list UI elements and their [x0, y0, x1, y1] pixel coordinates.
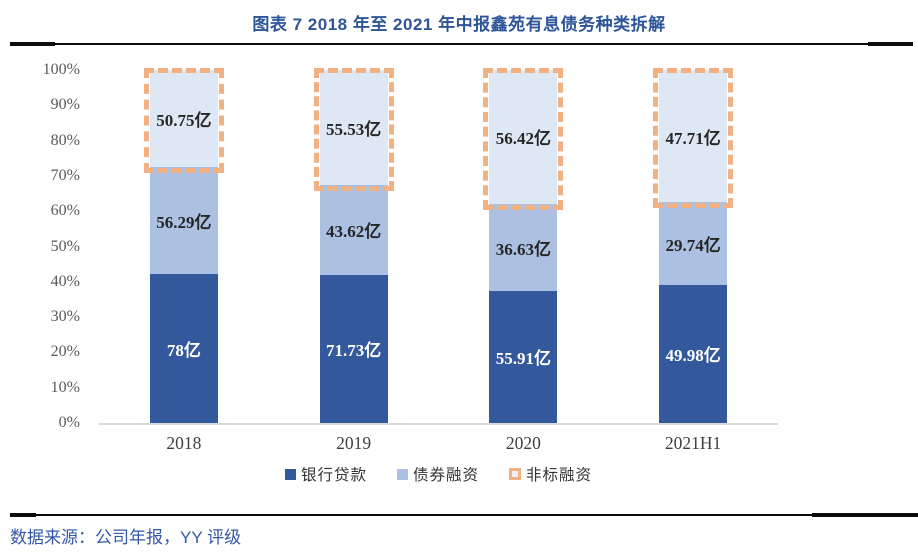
x-axis-line — [99, 423, 778, 425]
bar-segment-nonstd: 50.75亿 — [143, 68, 224, 173]
bar-segment-value-label: 56.29亿 — [156, 213, 212, 233]
legend: 银行贷款 债券融资 非标融资 — [99, 463, 778, 485]
bar-segment-value-label: 36.63亿 — [495, 239, 551, 259]
bar-segment-value-label: 55.53亿 — [326, 119, 382, 139]
bar-segment-bond: 56.29亿 — [149, 166, 218, 275]
bar-segment-value-label: 56.42亿 — [495, 129, 551, 149]
legend-item-bank: 银行贷款 — [284, 463, 367, 485]
bar-column-2019: 71.73亿 43.62亿 55.53亿 — [269, 68, 439, 423]
top-rule — [10, 42, 913, 46]
legend-item-bond: 债券融资 — [396, 463, 479, 485]
bar-column-2020: 55.91亿 36.63亿 56.42亿 — [439, 68, 609, 423]
y-tick-label: 0% — [58, 414, 80, 431]
bar-segment-value-label: 29.74亿 — [665, 235, 721, 255]
y-tick-label: 90% — [50, 96, 80, 114]
stacked-bar: 71.73亿 43.62亿 55.53亿 — [313, 68, 394, 423]
bar-segment-nonstd: 47.71亿 — [653, 68, 734, 209]
chart-title: 图表 7 2018 年至 2021 年中报鑫苑有息债务种类拆解 — [252, 15, 666, 34]
bar-segment-bank: 78亿 — [149, 274, 218, 423]
y-tick-label: 30% — [50, 308, 80, 326]
bar-segment-bank: 49.98亿 — [659, 284, 728, 423]
bar-segment-value-label: 47.71亿 — [665, 128, 721, 148]
data-source-note: 数据来源：公司年报，YY 评级 — [10, 528, 242, 547]
bar-segment-value-label: 43.62亿 — [326, 222, 382, 242]
y-tick-label: 50% — [50, 237, 80, 255]
bar-segment-value-label: 50.75亿 — [156, 110, 212, 130]
y-tick-label: 10% — [50, 378, 80, 396]
legend-label-nonstd: 非标融资 — [526, 467, 593, 484]
bar-column-2021H1: 49.98亿 29.74亿 47.71亿 — [608, 68, 778, 423]
legend-item-nonstd: 非标融资 — [509, 463, 592, 485]
bar-segment-value-label: 71.73亿 — [326, 341, 382, 361]
x-axis-label-2020: 2020 — [505, 433, 541, 453]
y-tick-label: 70% — [50, 166, 80, 184]
bar-segment-value-label: 55.91亿 — [495, 349, 551, 369]
bar-segment-bond: 36.63亿 — [489, 203, 558, 291]
bar-segment-bank: 71.73亿 — [319, 274, 388, 423]
y-tick-label: 100% — [42, 61, 80, 78]
bar-segment-bond: 43.62亿 — [319, 184, 388, 275]
y-tick-label: 60% — [50, 202, 80, 220]
stacked-bar: 49.98亿 29.74亿 47.71亿 — [653, 68, 734, 423]
y-tick-label: 40% — [50, 272, 80, 290]
stacked-bar: 55.91亿 36.63亿 56.42亿 — [483, 68, 564, 423]
legend-label-bond: 债券融资 — [412, 467, 479, 484]
y-tick-label: 20% — [50, 343, 80, 361]
legend-label-bank: 银行贷款 — [300, 467, 367, 484]
plot-area: 78亿 56.29亿 50.75亿 71.73亿 43.62亿 55.53亿 55.91亿 3… — [99, 68, 778, 425]
bar-segment-nonstd: 55.53亿 — [313, 68, 394, 191]
x-axis-label-2021H1: 2021H1 — [664, 433, 722, 453]
bar-segment-value-label: 78亿 — [166, 341, 201, 361]
bar-segment-nonstd: 56.42亿 — [483, 68, 564, 210]
bar-segment-value-label: 49.98亿 — [665, 346, 721, 366]
bar-column-2018: 78亿 56.29亿 50.75亿 — [99, 68, 269, 423]
bank-loan-swatch-icon — [284, 468, 296, 480]
y-tick-label: 80% — [50, 131, 80, 149]
stacked-bar: 78亿 56.29亿 50.75亿 — [143, 68, 224, 423]
bar-segment-bond: 29.74亿 — [659, 202, 728, 285]
x-axis-label-2018: 2018 — [166, 433, 202, 453]
nonstandard-financing-swatch-icon — [509, 468, 521, 480]
bottom-rule — [10, 513, 918, 517]
bond-financing-swatch-icon — [396, 468, 408, 480]
bar-segment-bank: 55.91亿 — [489, 290, 558, 423]
x-axis-label-2019: 2019 — [336, 433, 372, 453]
